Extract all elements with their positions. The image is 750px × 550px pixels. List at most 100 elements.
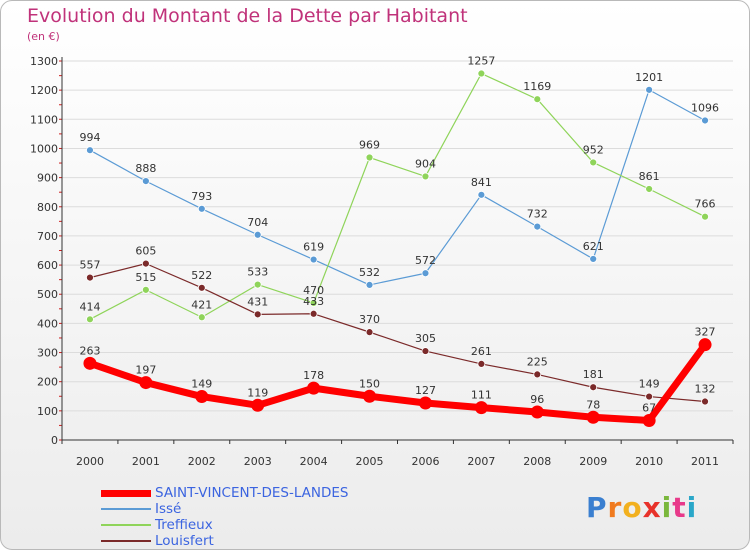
data-label: 327 <box>695 326 716 339</box>
x-tick-label: 2011 <box>691 455 719 468</box>
data-point <box>86 315 94 324</box>
y-tick-label: 1100 <box>30 113 58 126</box>
legend-item: SAINT-VINCENT-DES-LANDES <box>101 485 349 501</box>
data-label: 533 <box>247 266 268 279</box>
data-label: 522 <box>191 269 212 282</box>
data-label: 515 <box>135 271 156 284</box>
y-tick-label: 900 <box>37 172 58 185</box>
data-label: 1257 <box>467 55 495 68</box>
data-label: 969 <box>359 138 380 151</box>
data-point <box>365 328 374 337</box>
data-point <box>365 281 374 289</box>
data-label: 732 <box>527 208 548 221</box>
data-label: 431 <box>247 295 268 308</box>
data-label: 149 <box>191 378 212 391</box>
data-point <box>363 389 377 403</box>
data-label: 414 <box>79 300 100 313</box>
data-label: 181 <box>583 368 604 381</box>
data-point <box>645 85 654 94</box>
data-point <box>139 376 153 390</box>
data-label: 557 <box>79 259 100 272</box>
logo-letter: i <box>661 491 673 524</box>
legend-swatch <box>101 524 151 526</box>
data-label: 78 <box>586 398 600 411</box>
data-point <box>698 338 712 352</box>
legend-item: Issé <box>101 501 349 517</box>
data-point <box>141 259 150 268</box>
data-point <box>421 347 430 355</box>
legend-item: Louisfert <box>101 533 349 549</box>
data-label: 1096 <box>691 101 719 114</box>
data-point <box>533 222 542 231</box>
data-label: 605 <box>135 245 156 258</box>
y-tick-label: 200 <box>37 376 58 389</box>
data-label: 433 <box>303 295 324 308</box>
data-label: 766 <box>695 198 716 211</box>
data-point <box>309 309 318 318</box>
data-point <box>253 280 262 289</box>
x-tick-label: 2006 <box>411 455 439 468</box>
x-tick-label: 2007 <box>467 455 495 468</box>
data-label: 619 <box>303 241 324 254</box>
data-point <box>421 172 430 181</box>
y-tick-label: 800 <box>37 201 58 214</box>
data-point <box>477 190 486 199</box>
data-label: 111 <box>471 389 492 402</box>
data-label: 150 <box>359 377 380 390</box>
chart-title: Evolution du Montant de la Dette par Hab… <box>27 5 468 27</box>
data-label: 225 <box>527 355 548 368</box>
data-point <box>83 356 97 370</box>
data-label: 96 <box>530 393 544 406</box>
y-tick-label: 700 <box>37 230 58 243</box>
y-tick-label: 1000 <box>30 142 58 155</box>
legend-label: Treffieux <box>155 517 213 533</box>
data-point <box>477 360 486 368</box>
data-point <box>197 204 206 213</box>
series-line <box>86 341 709 424</box>
data-point <box>197 283 206 292</box>
data-label: 888 <box>135 162 156 175</box>
logo-letter: o <box>622 491 643 524</box>
logo-letter: t <box>672 491 687 524</box>
data-point <box>533 95 542 104</box>
data-label: 621 <box>583 240 604 253</box>
series-lines <box>83 69 712 427</box>
series-line <box>89 72 706 320</box>
data-point <box>589 255 598 263</box>
data-label: 178 <box>303 369 324 382</box>
data-label: 261 <box>471 345 492 358</box>
data-point <box>307 381 321 395</box>
legend-label: Louisfert <box>155 533 214 549</box>
data-point <box>530 405 544 419</box>
data-point <box>477 69 486 78</box>
axes: 0 100 200 300 400 500 600 700 800 900 1000 1100 1200… <box>30 55 734 468</box>
y-tick-label: 300 <box>37 347 58 360</box>
logo-letter: P <box>586 491 608 524</box>
logo-letter: x <box>642 491 662 524</box>
data-point <box>197 313 206 322</box>
chart-unit-label: (en €) <box>27 30 60 43</box>
data-label: 127 <box>415 384 436 397</box>
data-labels: 263 197 149 119 178 150 127 111 96 78 67 327 994 888 7… <box>79 55 719 415</box>
data-point <box>645 392 654 401</box>
data-point <box>309 255 318 264</box>
data-point <box>586 410 600 424</box>
legend-label: Issé <box>155 501 182 517</box>
data-point <box>141 177 150 186</box>
data-label: 421 <box>191 298 212 311</box>
data-label: 704 <box>247 216 268 229</box>
data-label: 904 <box>415 157 436 170</box>
data-point <box>701 212 709 221</box>
y-tick-label: 1200 <box>30 84 58 97</box>
series-line <box>89 89 706 286</box>
x-tick-label: 2003 <box>244 455 272 468</box>
data-point <box>701 397 709 406</box>
data-point <box>645 185 654 193</box>
data-label: 119 <box>247 386 268 399</box>
x-tick-label: 2009 <box>579 455 607 468</box>
data-point <box>474 401 488 415</box>
data-label: 841 <box>471 176 492 189</box>
data-point <box>589 158 598 167</box>
data-label: 994 <box>79 131 100 144</box>
data-point <box>418 396 432 410</box>
